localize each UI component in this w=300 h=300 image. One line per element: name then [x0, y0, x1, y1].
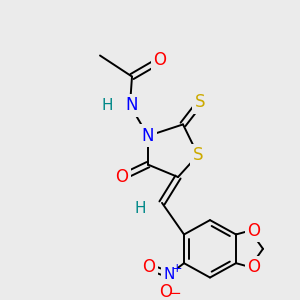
Text: N: N — [126, 96, 138, 114]
Text: +: + — [172, 262, 182, 275]
Text: O: O — [248, 258, 260, 276]
Text: O: O — [116, 168, 128, 186]
Text: O: O — [154, 51, 166, 69]
Text: O: O — [160, 283, 172, 300]
Text: −: − — [169, 286, 182, 300]
Text: O: O — [248, 222, 260, 240]
Text: N: N — [163, 267, 175, 282]
Text: O: O — [142, 258, 155, 276]
Text: H: H — [101, 98, 113, 113]
Text: S: S — [193, 146, 203, 164]
Text: H: H — [134, 201, 146, 216]
Text: S: S — [195, 93, 205, 111]
Text: N: N — [142, 127, 154, 145]
